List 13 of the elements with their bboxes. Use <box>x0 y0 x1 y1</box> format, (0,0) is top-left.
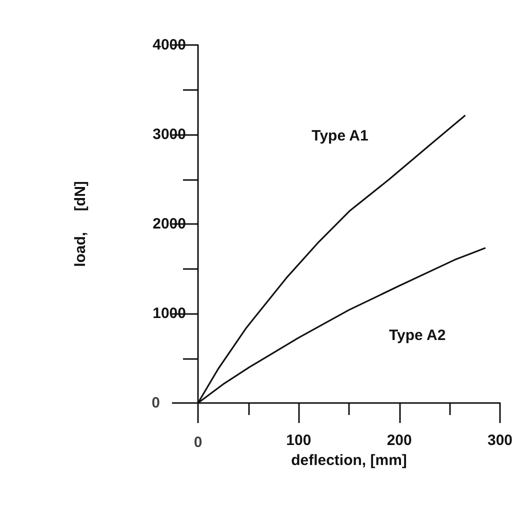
x-tick-label: 300 <box>487 432 513 449</box>
text: Type A2 <box>388 326 446 344</box>
y-tick-label: 3000 <box>152 126 186 143</box>
x-tick-label: 100 <box>286 432 312 449</box>
y-tick-label: 4000 <box>152 36 186 54</box>
y-tick-label: 1000 <box>152 305 186 322</box>
x-axis-title: deflection, [mm] <box>291 452 407 469</box>
y-tick-label: 0 <box>152 394 160 412</box>
y-tick-label: 2000 <box>152 216 186 232</box>
text: Type A1 <box>312 128 368 145</box>
x-tick-label: 0 <box>194 434 202 451</box>
y-axis-title: load, [dN] <box>72 181 89 267</box>
x-tick-label: 200 <box>386 432 412 449</box>
